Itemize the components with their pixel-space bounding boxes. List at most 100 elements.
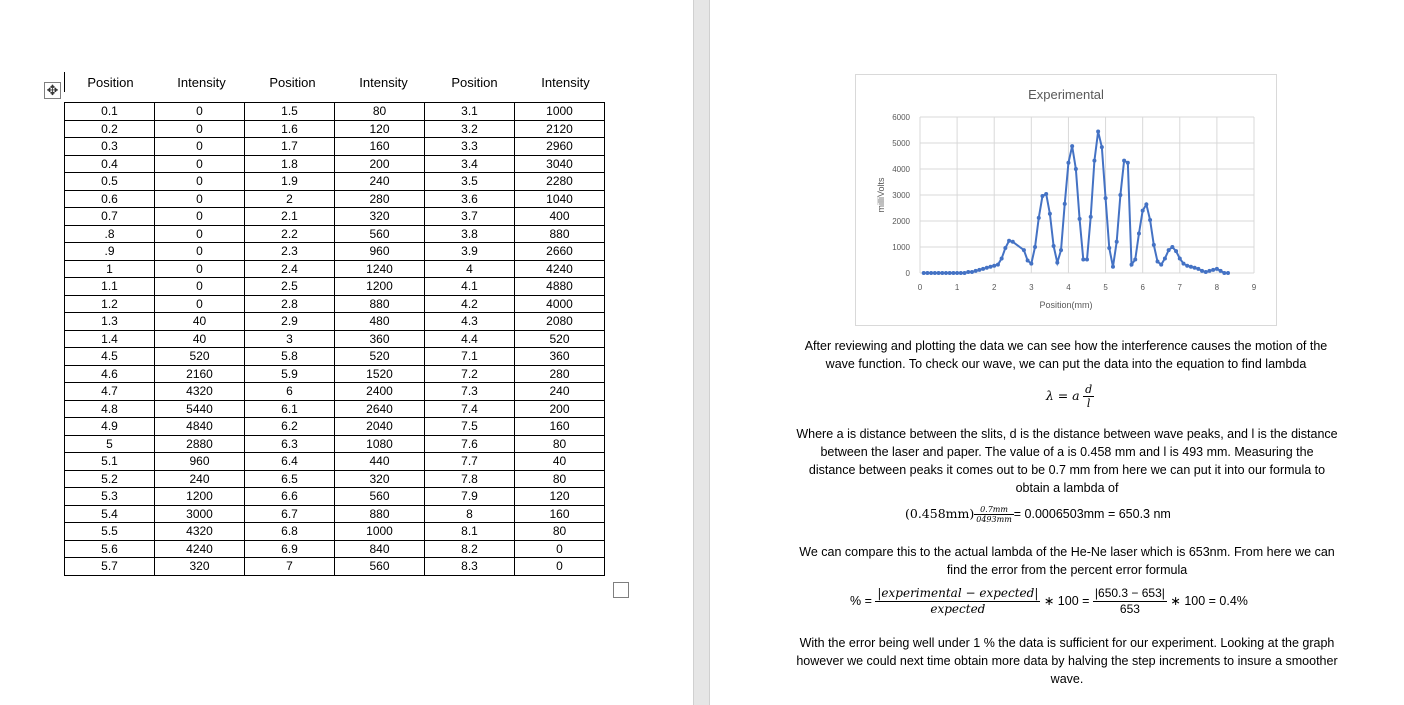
table-cell[interactable]: 80 (514, 434, 605, 453)
table-cell[interactable]: 560 (334, 487, 425, 506)
table-cell[interactable]: 1200 (154, 487, 245, 506)
table-cell[interactable]: 4880 (514, 277, 605, 296)
table-cell[interactable]: 3040 (514, 154, 605, 173)
table-cell[interactable]: 0.7 (64, 207, 155, 226)
table-cell[interactable]: 2660 (514, 242, 605, 261)
table-cell[interactable]: 7.3 (424, 382, 515, 401)
table-cell[interactable]: 3.7 (424, 207, 515, 226)
table-cell[interactable]: 4.2 (424, 294, 515, 313)
table-cell[interactable]: 0 (154, 277, 245, 296)
table-cell[interactable]: 5.6 (64, 539, 155, 558)
table-cell[interactable]: 4000 (514, 294, 605, 313)
table-cell[interactable]: 960 (154, 452, 245, 471)
table-cell[interactable]: 520 (334, 347, 425, 366)
table-cell[interactable]: 880 (334, 294, 425, 313)
table-cell[interactable]: 4.6 (64, 364, 155, 383)
table-cell[interactable]: 4.1 (424, 277, 515, 296)
chart[interactable]: Experimental 0 1000 2000 3000 4000 5000 6000 0 1 2… (855, 74, 1277, 326)
table-cell[interactable]: 0.5 (64, 172, 155, 191)
table-cell[interactable]: 1.8 (244, 154, 335, 173)
table-cell[interactable]: 0 (154, 207, 245, 226)
table-cell[interactable]: 5.4 (64, 504, 155, 523)
table-cell[interactable]: 8.2 (424, 539, 515, 558)
table-cell[interactable]: 3.3 (424, 137, 515, 156)
table-cell[interactable]: 3.4 (424, 154, 515, 173)
table-cell[interactable]: 480 (334, 312, 425, 331)
table-cell[interactable]: 1080 (334, 434, 425, 453)
table-cell[interactable]: 2400 (334, 382, 425, 401)
table-cell[interactable]: 280 (334, 189, 425, 208)
table-cell[interactable]: 6.1 (244, 399, 335, 418)
table-cell[interactable]: 6.5 (244, 469, 335, 488)
table-cell[interactable]: 7.6 (424, 434, 515, 453)
table-cell[interactable]: 7 (244, 557, 335, 576)
table-cell[interactable]: 1.3 (64, 312, 155, 331)
table-cell[interactable]: 520 (514, 329, 605, 348)
table-cell[interactable]: 360 (334, 329, 425, 348)
table-cell[interactable]: 2120 (514, 119, 605, 138)
table-cell[interactable]: 5.7 (64, 557, 155, 576)
table-cell[interactable]: 0 (154, 189, 245, 208)
table-cell[interactable]: 1.9 (244, 172, 335, 191)
table-cell[interactable]: 1.7 (244, 137, 335, 156)
table-cell[interactable]: 8 (424, 504, 515, 523)
table-cell[interactable]: 4.3 (424, 312, 515, 331)
table-cell[interactable]: 7.4 (424, 399, 515, 418)
table-cell[interactable]: 2080 (514, 312, 605, 331)
table-cell[interactable]: .8 (64, 224, 155, 243)
table-cell[interactable]: 240 (154, 469, 245, 488)
table-cell[interactable]: 40 (154, 329, 245, 348)
table-cell[interactable]: 6.2 (244, 417, 335, 436)
table-cell[interactable]: 880 (514, 224, 605, 243)
table-cell[interactable]: 3.6 (424, 189, 515, 208)
table-cell[interactable]: 1.1 (64, 277, 155, 296)
table-cell[interactable]: 160 (514, 504, 605, 523)
table-cell[interactable]: 4.8 (64, 399, 155, 418)
table-cell[interactable]: 4 (424, 259, 515, 278)
table-cell[interactable]: 6.8 (244, 522, 335, 541)
table-cell[interactable]: 3.2 (424, 119, 515, 138)
table-cell[interactable]: 5.1 (64, 452, 155, 471)
table-cell[interactable]: 4320 (154, 522, 245, 541)
table-cell[interactable]: 560 (334, 224, 425, 243)
table-cell[interactable]: 1000 (514, 102, 605, 121)
table-cell[interactable]: 0.4 (64, 154, 155, 173)
table-cell[interactable]: 1.5 (244, 102, 335, 121)
move-arrows-icon[interactable]: ✥ (44, 82, 61, 99)
table-cell[interactable]: 1.6 (244, 119, 335, 138)
table-cell[interactable]: 7.7 (424, 452, 515, 471)
table-cell[interactable]: 4.7 (64, 382, 155, 401)
table-cell[interactable]: 7.1 (424, 347, 515, 366)
table-cell[interactable]: 0 (154, 102, 245, 121)
table-cell[interactable]: 2.5 (244, 277, 335, 296)
table-cell[interactable]: 1 (64, 259, 155, 278)
table-cell[interactable]: 4.4 (424, 329, 515, 348)
table-cell[interactable]: 2880 (154, 434, 245, 453)
table-cell[interactable]: 2960 (514, 137, 605, 156)
table-cell[interactable]: 0 (154, 224, 245, 243)
table-cell[interactable]: 80 (514, 522, 605, 541)
table-cell[interactable]: 4.9 (64, 417, 155, 436)
table-cell[interactable]: 3.8 (424, 224, 515, 243)
table-cell[interactable]: 1.4 (64, 329, 155, 348)
table-cell[interactable]: 5.8 (244, 347, 335, 366)
table-cell[interactable]: 0 (154, 242, 245, 261)
data-table[interactable]: 0.1 0 1.5 80 3.1 1000 0.2 0 1.6 120 3.2 2120 0.3 0 1.7… (64, 102, 605, 576)
table-cell[interactable]: 2640 (334, 399, 425, 418)
table-cell[interactable]: 6.6 (244, 487, 335, 506)
table-cell[interactable]: 6.4 (244, 452, 335, 471)
table-cell[interactable]: 80 (334, 102, 425, 121)
table-cell[interactable]: 2.9 (244, 312, 335, 331)
table-cell[interactable]: 2280 (514, 172, 605, 191)
table-cell[interactable]: 5440 (154, 399, 245, 418)
table-cell[interactable]: .9 (64, 242, 155, 261)
table-cell[interactable]: 320 (334, 207, 425, 226)
table-cell[interactable]: 200 (334, 154, 425, 173)
table-cell[interactable]: 4240 (154, 539, 245, 558)
table-cell[interactable]: 240 (334, 172, 425, 191)
table-cell[interactable]: 4320 (154, 382, 245, 401)
table-cell[interactable]: 2040 (334, 417, 425, 436)
table-cell[interactable]: 1240 (334, 259, 425, 278)
table-cell[interactable]: 120 (514, 487, 605, 506)
table-cell[interactable]: 360 (514, 347, 605, 366)
